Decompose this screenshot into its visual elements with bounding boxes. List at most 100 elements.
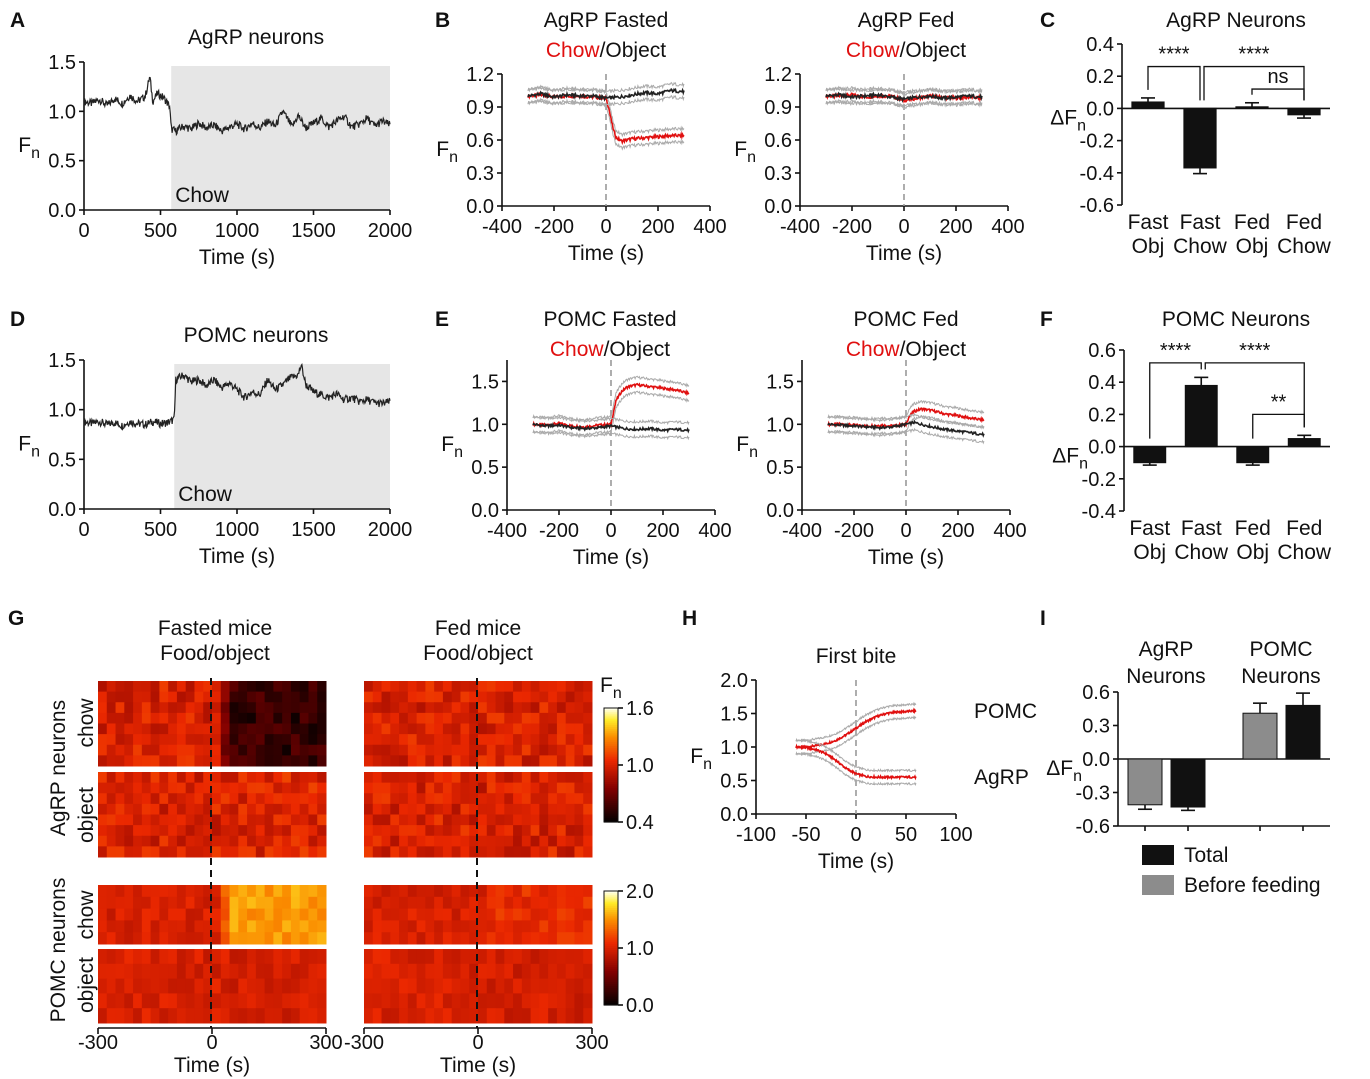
x-tick-label: -100 xyxy=(736,824,776,846)
heatmap-cell xyxy=(238,1008,248,1024)
heatmap-cell xyxy=(556,908,567,921)
heatmap-cell xyxy=(168,846,178,858)
heatmap-cell xyxy=(308,814,318,826)
heatmap-cell xyxy=(106,681,117,693)
heatmap-cell xyxy=(238,803,248,815)
shaded-region xyxy=(171,66,390,210)
heatmap-cell xyxy=(364,691,374,703)
colorbar-cell xyxy=(604,891,618,894)
heatmap-cell xyxy=(504,702,514,714)
x-tick-label: 400 xyxy=(693,216,726,238)
heatmap-cell xyxy=(264,793,274,805)
heatmap-cell xyxy=(390,825,400,837)
heatmap-cell xyxy=(115,949,125,965)
heatmap-cell xyxy=(504,932,514,945)
colorbar-cell xyxy=(604,747,618,751)
heatmap-cell xyxy=(425,949,435,965)
heatmap-cell xyxy=(460,1008,470,1024)
heatmap-cell xyxy=(115,835,125,847)
heatmap-cell xyxy=(425,920,435,933)
heatmap-cell xyxy=(141,723,152,735)
category-label: Fast xyxy=(1180,211,1221,234)
heatmap-cell xyxy=(583,1008,593,1024)
heatmap-cell xyxy=(565,896,575,910)
heatmap-cell xyxy=(317,825,327,837)
heatmap-cell xyxy=(299,963,309,980)
heatmap-cell xyxy=(255,932,266,945)
heatmap-cell xyxy=(513,814,523,826)
heatmap-cell xyxy=(194,814,204,826)
heatmap-cell xyxy=(238,702,248,714)
heatmap-cell xyxy=(308,949,318,965)
heatmap-cell xyxy=(290,744,301,756)
heatmap-cell xyxy=(390,932,400,945)
subtitle-chow: Chow xyxy=(846,338,901,361)
colorbar-tick-label: 1.0 xyxy=(626,755,654,777)
heatmap-cell xyxy=(255,1008,266,1024)
heatmap-cell xyxy=(106,846,117,858)
series-label-pomc: POMC xyxy=(974,700,1037,723)
bar xyxy=(1285,704,1321,760)
heatmap-cell xyxy=(317,793,327,805)
heatmap-cell xyxy=(504,835,514,847)
y-axis-label-main: F xyxy=(736,433,749,456)
heatmap-cell xyxy=(521,793,532,805)
heatmap-cell xyxy=(133,782,143,794)
heatmap-cell xyxy=(364,782,374,794)
heatmap-cell xyxy=(133,920,143,933)
sem-band-lower xyxy=(532,430,690,441)
heatmap-cell xyxy=(521,835,532,847)
heatmap-cell xyxy=(159,734,169,746)
heatmap-cell xyxy=(381,835,391,847)
heatmap-cell xyxy=(229,885,239,898)
heatmap-cell xyxy=(556,681,567,693)
heatmap-cell xyxy=(115,793,125,805)
y-tick-label: -0.3 xyxy=(1076,783,1110,805)
heatmap-cell xyxy=(399,755,409,767)
heatmap-cell xyxy=(247,978,257,994)
heatmap-cell xyxy=(264,803,274,815)
colorbar-cell xyxy=(604,774,618,777)
heatmap-cell xyxy=(124,803,134,815)
heatmap-cell xyxy=(574,814,584,826)
heatmap-cell xyxy=(98,772,108,784)
heatmap-cell xyxy=(478,993,488,1009)
heatmap-cell xyxy=(133,755,143,767)
series-label-agrp: AgRP xyxy=(974,766,1029,789)
heatmap-cell xyxy=(513,772,523,784)
y-axis-label-text: ΔFn xyxy=(1050,106,1086,134)
heatmap-cell xyxy=(434,825,444,837)
heatmap-cell xyxy=(469,702,479,714)
heatmap-cell xyxy=(442,702,453,714)
x-tick-label: 0 xyxy=(898,216,909,238)
heatmap-cell xyxy=(273,702,283,714)
heatmap-cell xyxy=(124,772,134,784)
heatmap-cell xyxy=(308,920,318,933)
heatmap-cell xyxy=(168,814,178,826)
heatmap-cell xyxy=(451,825,461,837)
heatmap-cell xyxy=(168,712,178,724)
sem-band-upper xyxy=(825,86,983,97)
bar xyxy=(1235,106,1269,109)
heatmap-cell xyxy=(478,702,488,714)
heatmap-cell xyxy=(141,825,152,837)
heatmap-cell xyxy=(264,782,274,794)
heatmap-cell xyxy=(486,755,497,767)
heatmap-cell xyxy=(185,949,195,965)
heatmap-cell xyxy=(133,825,143,837)
heatmap-cell xyxy=(530,993,540,1009)
heatmap-cell xyxy=(317,978,327,994)
heatmap-cell xyxy=(238,978,248,994)
heatmap-cell xyxy=(282,835,292,847)
heatmap-cell xyxy=(486,932,497,945)
heatmap-cell xyxy=(308,932,318,945)
colorbar-cell xyxy=(604,778,618,781)
heatmap-cell xyxy=(513,846,523,858)
heatmap-cell xyxy=(264,723,274,735)
heatmap-cell xyxy=(308,782,318,794)
heatmap-cell xyxy=(255,814,266,826)
heatmap-cell xyxy=(229,793,239,805)
heatmap-cell xyxy=(282,885,292,898)
heatmap-cell xyxy=(451,712,461,724)
heatmap-cell xyxy=(495,723,505,735)
